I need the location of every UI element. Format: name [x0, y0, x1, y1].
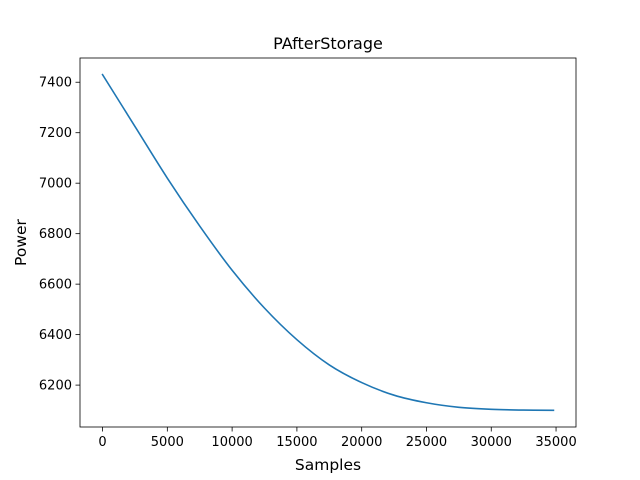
x-axis-ticks: 0 5000 10000 15000 20000 25000 30000 35000 — [98, 427, 577, 450]
plot-area — [80, 58, 576, 427]
y-axis-label: Power — [12, 218, 30, 265]
x-axis-label: Samples — [295, 456, 361, 474]
x-tick-label: 10000 — [211, 435, 252, 450]
chart-title: PAfterStorage — [273, 34, 383, 53]
x-tick-label: 25000 — [406, 435, 447, 450]
x-tick-label: 30000 — [471, 435, 512, 450]
x-tick-label: 35000 — [535, 435, 576, 450]
y-tick-label: 6800 — [39, 227, 72, 242]
series-layer — [101, 73, 555, 412]
y-tick-label: 6200 — [39, 379, 72, 394]
y-tick-label: 7000 — [39, 177, 72, 192]
y-axis-ticks: 6200 6400 6600 6800 7000 7200 7400 — [39, 76, 80, 394]
y-tick-label: 6400 — [39, 328, 72, 343]
x-tick-label: 0 — [98, 435, 106, 450]
y-tick-label: 6600 — [39, 278, 72, 293]
plot-frame — [79, 57, 577, 428]
y-tick-label: 7200 — [39, 126, 72, 141]
x-tick-label: 5000 — [151, 435, 184, 450]
y-tick-label: 7400 — [39, 76, 72, 91]
series-line — [101, 73, 555, 412]
x-tick-label: 15000 — [276, 435, 317, 450]
x-tick-label: 20000 — [341, 435, 382, 450]
